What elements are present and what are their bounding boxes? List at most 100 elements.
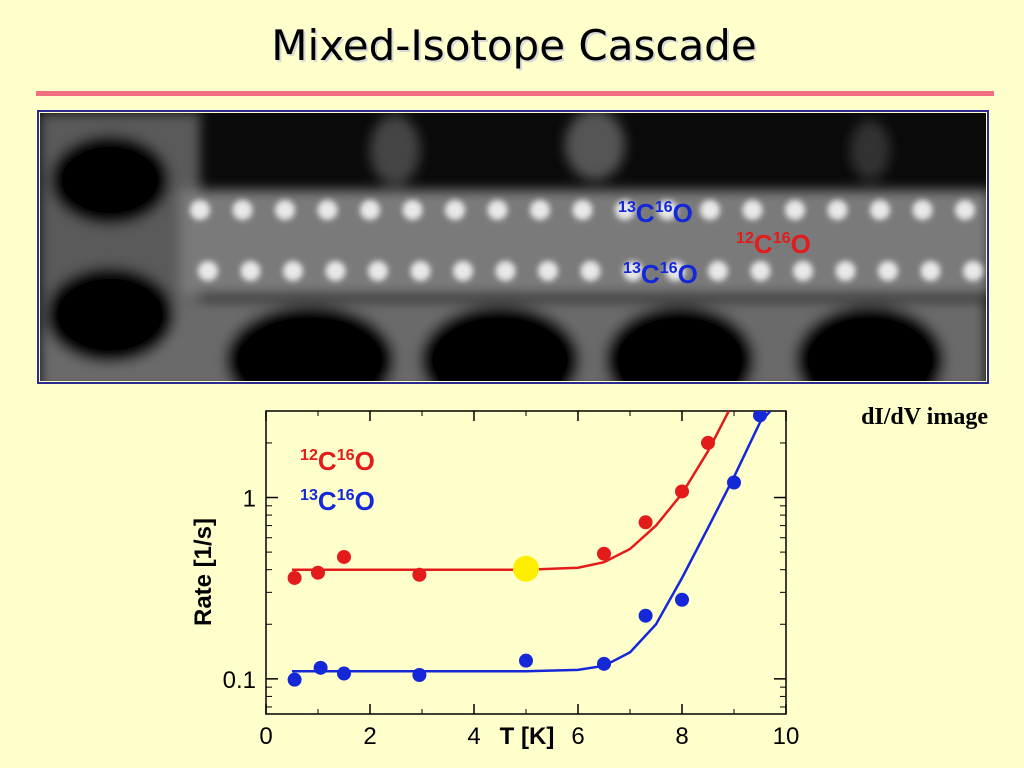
image-dot bbox=[232, 200, 253, 220]
title-shadow: Mixed-Isotope Cascade bbox=[273, 23, 758, 72]
data-point bbox=[412, 668, 427, 683]
x-tick-label: 2 bbox=[363, 723, 376, 750]
image-dot bbox=[700, 200, 720, 220]
data-point bbox=[675, 592, 689, 607]
data-point bbox=[313, 660, 328, 675]
isotope-mass: 13 bbox=[618, 198, 636, 216]
element: O bbox=[355, 486, 375, 516]
image-dot bbox=[742, 200, 763, 220]
molecule-label: 12C16O bbox=[736, 229, 811, 259]
data-point bbox=[311, 565, 325, 580]
x-tick-label: 10 bbox=[773, 723, 800, 750]
image-dot bbox=[920, 261, 941, 281]
x-tick-label: 0 bbox=[259, 723, 272, 750]
image-dot bbox=[615, 200, 635, 220]
isotope-mass: 16 bbox=[337, 446, 355, 464]
x-tick-label: 6 bbox=[571, 723, 584, 750]
image-dot bbox=[955, 200, 975, 220]
fit-line bbox=[292, 411, 730, 571]
image-dot bbox=[325, 261, 346, 281]
image-dot bbox=[580, 261, 601, 281]
image-dot bbox=[402, 200, 423, 220]
image-dot bbox=[665, 261, 686, 281]
image-dot bbox=[275, 200, 295, 220]
x-axis-label: T [K] bbox=[500, 723, 555, 750]
image-dot bbox=[495, 261, 516, 281]
data-point bbox=[597, 656, 611, 671]
element: C bbox=[754, 229, 773, 259]
x-tick-label: 8 bbox=[675, 723, 688, 750]
data-point bbox=[337, 666, 351, 681]
isotope-mass: 16 bbox=[773, 229, 791, 247]
image-dot bbox=[530, 200, 550, 220]
data-point bbox=[337, 549, 351, 564]
image-dot bbox=[240, 261, 261, 281]
image-caption: dI/dV image bbox=[861, 404, 988, 430]
y-axis-label: Rate [1/s] bbox=[190, 518, 217, 626]
title: Mixed-Isotope Cascade bbox=[271, 21, 756, 70]
image-dot bbox=[793, 261, 813, 281]
y-tick-label: 0.1 bbox=[223, 667, 256, 694]
isotope-mass: 12 bbox=[300, 446, 318, 464]
data-point bbox=[597, 546, 611, 561]
image-dot bbox=[368, 261, 388, 281]
data-point bbox=[287, 672, 302, 687]
image-dot bbox=[360, 200, 380, 220]
image-dot bbox=[657, 200, 678, 220]
image-dot bbox=[538, 261, 558, 281]
element: O bbox=[791, 229, 811, 259]
data-point bbox=[727, 475, 741, 490]
image-dot bbox=[878, 261, 898, 281]
x-tick-label: 4 bbox=[467, 723, 480, 750]
data-point bbox=[638, 515, 653, 530]
fit-line bbox=[292, 411, 772, 673]
isotope-mass: 12 bbox=[736, 229, 754, 247]
image-dot bbox=[870, 200, 890, 220]
image-dot bbox=[750, 261, 771, 281]
data-point bbox=[675, 484, 689, 499]
image-dot bbox=[283, 261, 303, 281]
isotope-mass: 16 bbox=[655, 198, 673, 216]
plot-area bbox=[287, 411, 772, 687]
image-dot bbox=[317, 200, 338, 220]
element: O bbox=[678, 259, 698, 289]
isotope-mass: 16 bbox=[337, 486, 355, 504]
image-dot bbox=[785, 200, 805, 220]
image-dot bbox=[572, 200, 593, 220]
element: O bbox=[355, 446, 375, 476]
data-point bbox=[753, 411, 767, 423]
image-dot bbox=[623, 261, 643, 281]
element: C bbox=[641, 259, 660, 289]
element: O bbox=[673, 198, 693, 228]
image-frame bbox=[37, 110, 989, 384]
element: C bbox=[636, 198, 655, 228]
legend-entry: 13C16O bbox=[300, 486, 375, 516]
image-dot bbox=[912, 200, 933, 220]
image-dot bbox=[190, 200, 210, 220]
isotope-mass: 13 bbox=[623, 259, 641, 277]
molecule-label: 13C16O bbox=[618, 198, 693, 228]
data-point bbox=[412, 567, 427, 582]
data-point bbox=[519, 653, 533, 668]
molecule-label: 13C16O bbox=[623, 259, 698, 289]
title-rule bbox=[36, 91, 994, 96]
data-point bbox=[287, 570, 302, 585]
isotope-mass: 13 bbox=[300, 486, 318, 504]
image-dot bbox=[708, 261, 728, 281]
element: C bbox=[318, 486, 337, 516]
y-tick-label: 1 bbox=[243, 486, 256, 513]
element: C bbox=[318, 446, 337, 476]
stm-image bbox=[40, 113, 986, 381]
image-dot bbox=[827, 200, 848, 220]
image-dot bbox=[835, 261, 856, 281]
image-dot bbox=[410, 261, 431, 281]
data-point bbox=[638, 608, 653, 623]
image-dot bbox=[963, 261, 983, 281]
image-dot bbox=[198, 261, 218, 281]
data-point bbox=[701, 435, 715, 450]
image-dot bbox=[453, 261, 473, 281]
